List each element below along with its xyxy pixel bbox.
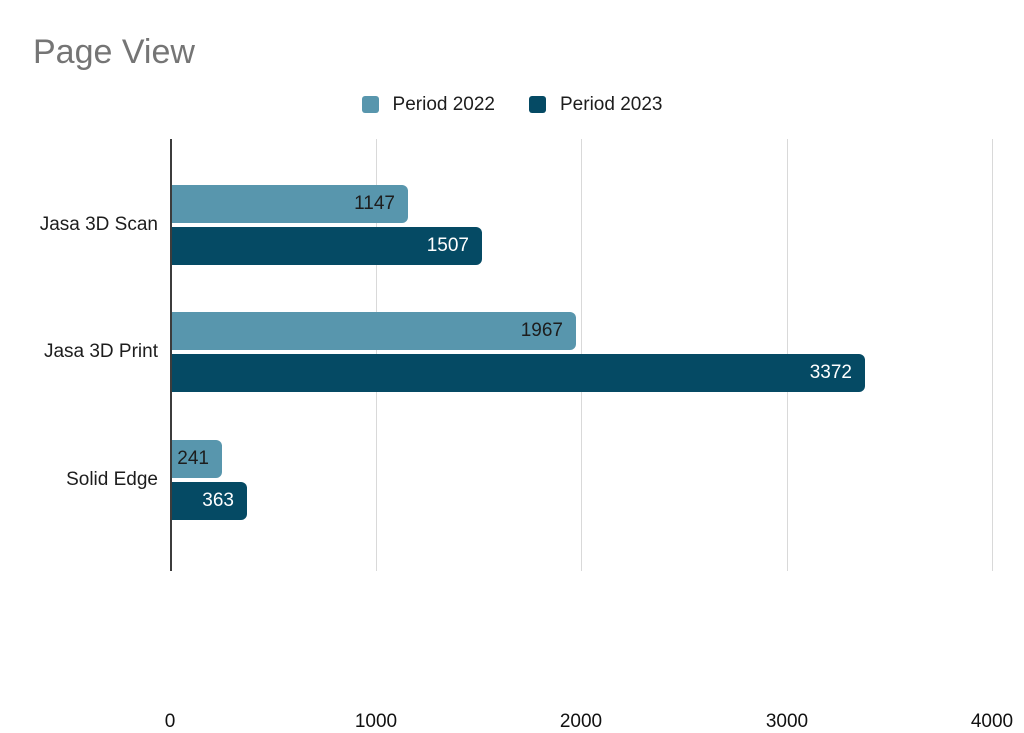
category-label-jasa-3d-scan: Jasa 3D Scan (39, 214, 158, 235)
plot-area: 0 1000 2000 3000 4000 1147 1507 Jasa 3D Scan 196… (40, 139, 1013, 732)
chart-canvas: Page View Period 2022 Period 2023 0 1000 20… (0, 33, 1024, 732)
bar-period-2023-jasa-3d-scan[interactable]: 1507 (172, 227, 482, 265)
chart-legend: Period 2022 Period 2023 (0, 88, 1024, 121)
x-tick-label-3000: 3000 (765, 711, 809, 732)
bar-value-label: 1967 (520, 320, 563, 341)
bar-value-label: 241 (177, 448, 209, 469)
bar-period-2023-jasa-3d-print[interactable]: 3372 (172, 354, 865, 392)
bar-period-2022-solid-edge[interactable]: 241 (172, 440, 222, 478)
x-tick-label-2000: 2000 (559, 711, 603, 732)
bar-period-2022-jasa-3d-print[interactable]: 1967 (172, 312, 576, 350)
y-axis-line (170, 139, 172, 571)
gridline-x-4000 (992, 139, 993, 571)
bar-value-label: 3372 (809, 362, 852, 383)
bar-value-label: 363 (202, 490, 234, 511)
bar-period-2022-jasa-3d-scan[interactable]: 1147 (172, 185, 408, 223)
x-tick-label-0: 0 (164, 711, 176, 732)
x-tick-label-1000: 1000 (354, 711, 398, 732)
legend-item-period-2022[interactable]: Period 2022 (361, 93, 495, 116)
bar-period-2023-solid-edge[interactable]: 363 (172, 482, 247, 520)
legend-label: Period 2023 (560, 93, 663, 115)
bar-value-label: 1507 (426, 235, 469, 256)
category-label-solid-edge: Solid Edge (66, 469, 158, 490)
legend-swatch-icon (361, 96, 379, 113)
category-label-jasa-3d-print: Jasa 3D Print (43, 341, 158, 362)
chart-title: Page View (33, 33, 195, 71)
x-tick-label-4000: 4000 (970, 711, 1014, 732)
bar-value-label: 1147 (354, 193, 395, 214)
legend-item-period-2023[interactable]: Period 2023 (529, 94, 662, 116)
legend-label: Period 2022 (392, 93, 495, 115)
legend-swatch-icon (529, 96, 546, 113)
